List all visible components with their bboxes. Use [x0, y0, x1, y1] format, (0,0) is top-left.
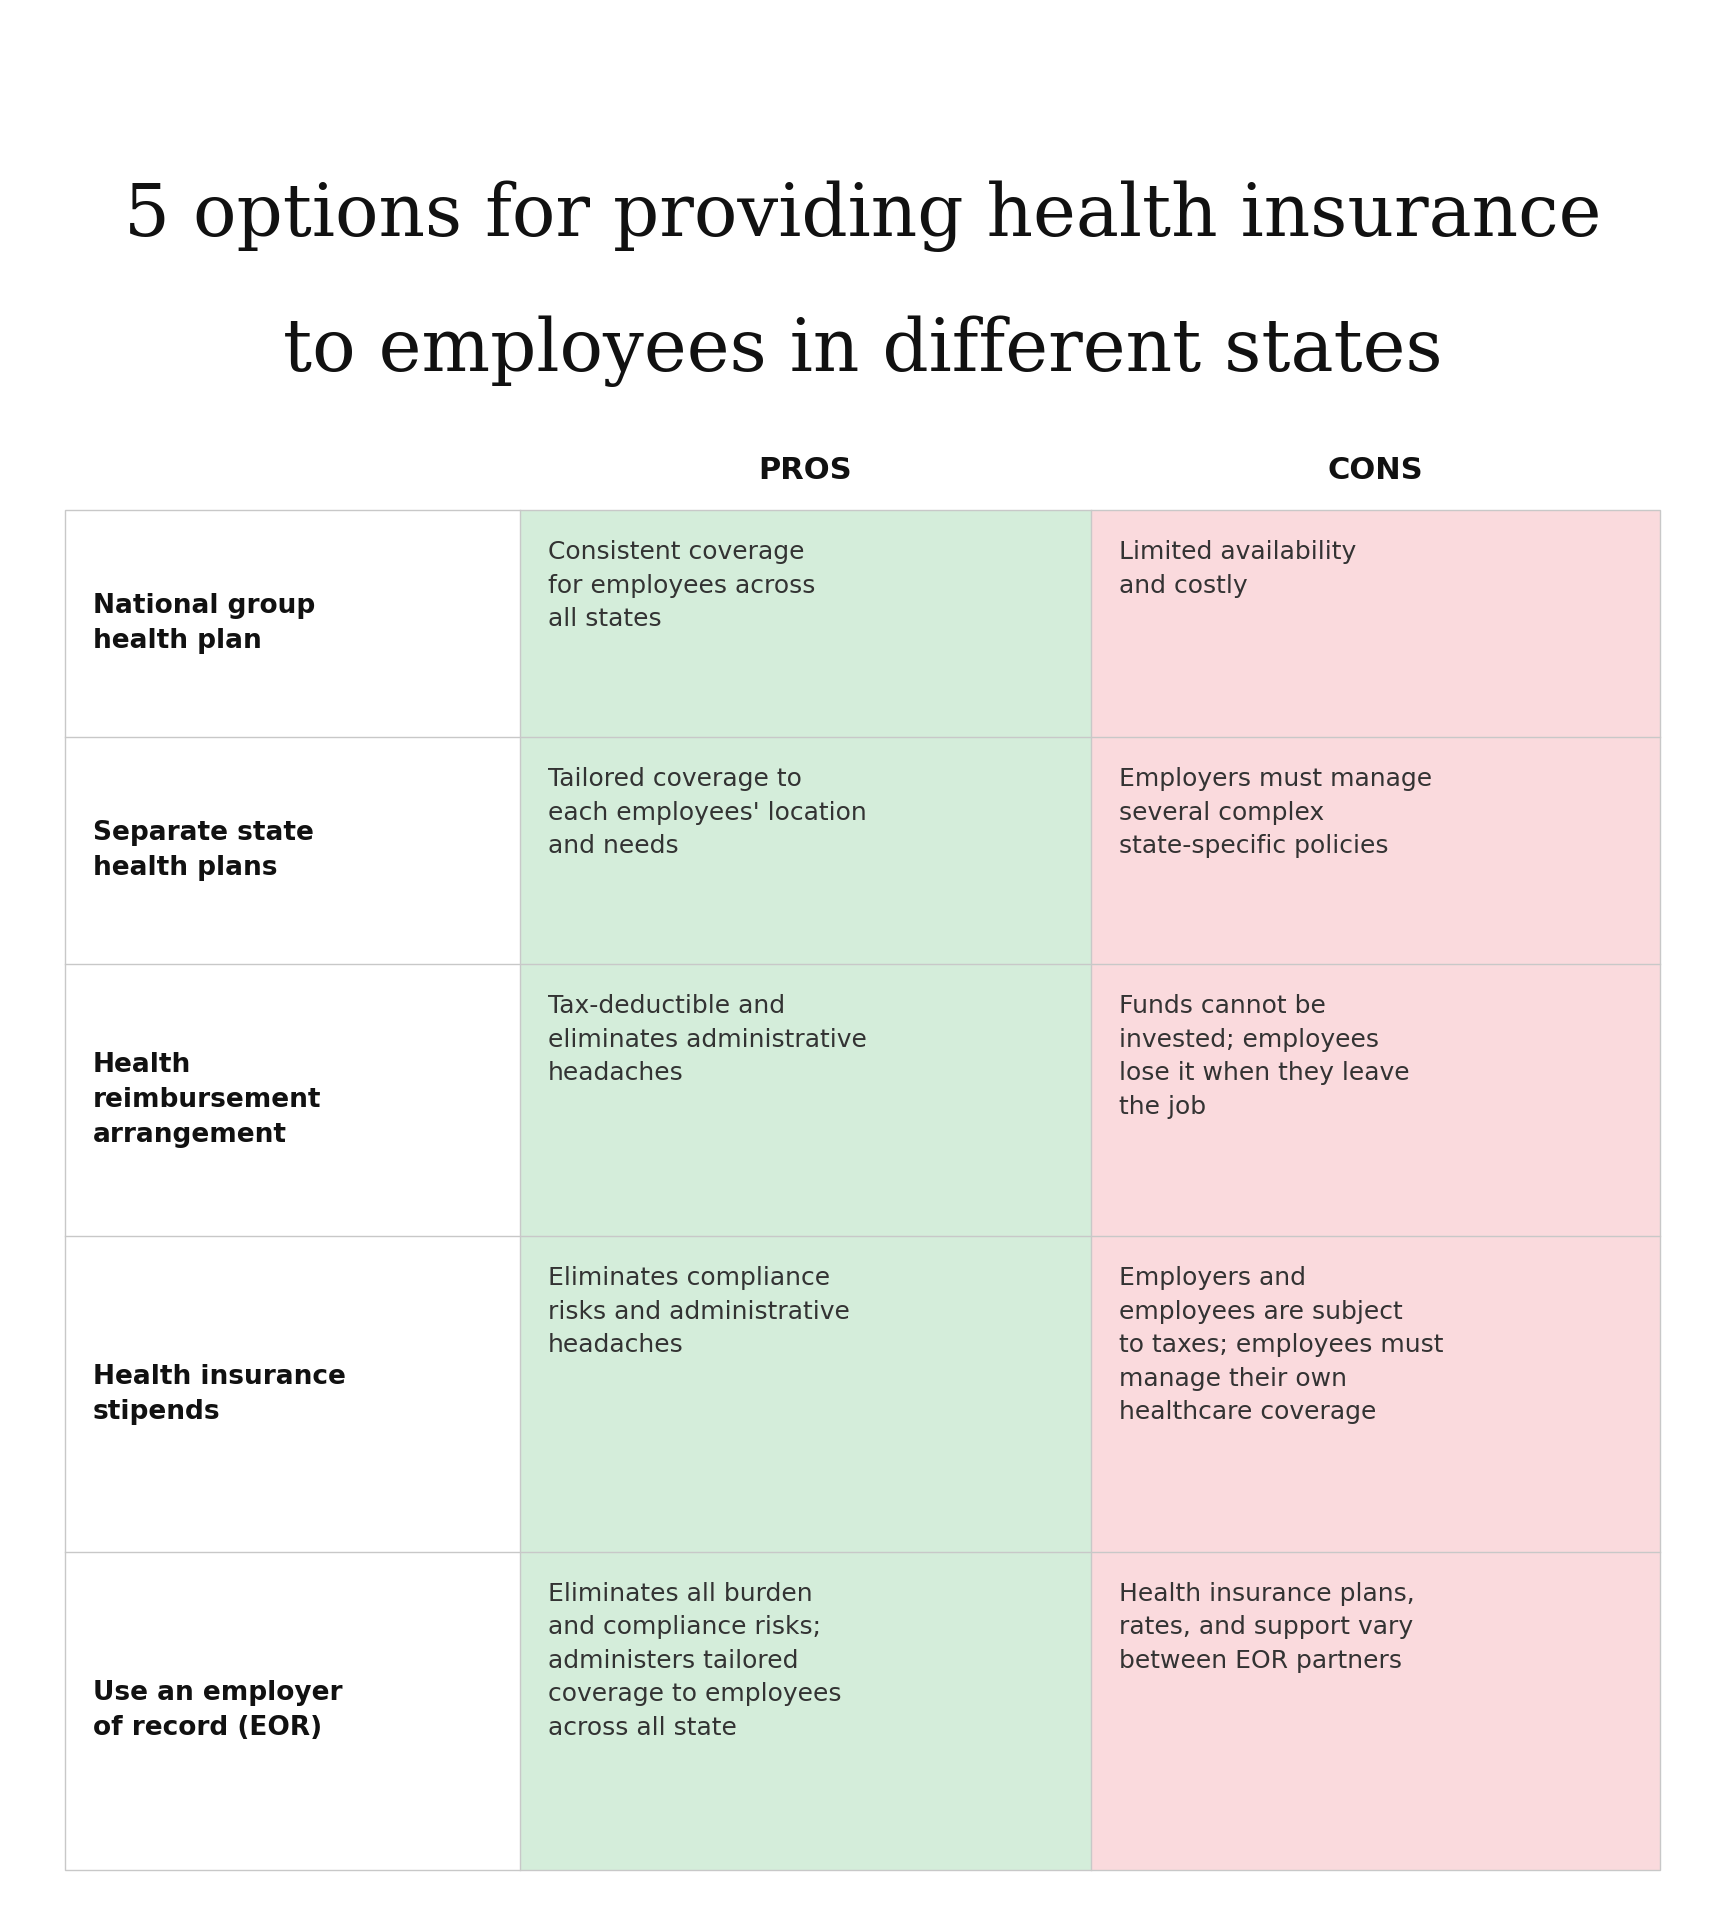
Text: Tailored coverage to
each employees' location
and needs: Tailored coverage to each employees' loc…: [547, 768, 866, 858]
Text: to employees in different states: to employees in different states: [283, 315, 1442, 386]
Text: Separate state
health plans: Separate state health plans: [93, 819, 314, 881]
Text: Eliminates compliance
risks and administrative
headaches: Eliminates compliance risks and administ…: [547, 1266, 849, 1358]
Bar: [519, 1236, 1090, 1551]
Bar: [1090, 965, 1659, 1236]
Bar: [519, 510, 1090, 737]
Bar: [1090, 1551, 1659, 1870]
Text: Use an employer
of record (EOR): Use an employer of record (EOR): [93, 1681, 343, 1742]
Bar: [1090, 737, 1659, 965]
Text: PROS: PROS: [759, 455, 852, 485]
Bar: [66, 510, 1659, 1870]
Text: Health insurance
stipends: Health insurance stipends: [93, 1364, 347, 1425]
Bar: [66, 965, 519, 1236]
Text: Tax-deductible and
eliminates administrative
headaches: Tax-deductible and eliminates administra…: [547, 995, 866, 1085]
Text: Limited availability
and costly: Limited availability and costly: [1118, 541, 1356, 598]
Text: Consistent coverage
for employees across
all states: Consistent coverage for employees across…: [547, 541, 814, 630]
Bar: [519, 1551, 1090, 1870]
Bar: [66, 510, 519, 737]
Text: Health
reimbursement
arrangement: Health reimbursement arrangement: [93, 1052, 321, 1148]
Bar: [519, 737, 1090, 965]
Text: Funds cannot be
invested; employees
lose it when they leave
the job: Funds cannot be invested; employees lose…: [1118, 995, 1409, 1119]
Bar: [1090, 510, 1659, 737]
Bar: [66, 1236, 519, 1551]
Text: 5 options for providing health insurance: 5 options for providing health insurance: [124, 180, 1601, 252]
Text: National group
health plan: National group health plan: [93, 594, 316, 653]
Bar: [66, 737, 519, 965]
Text: Employers must manage
several complex
state-specific policies: Employers must manage several complex st…: [1118, 768, 1432, 858]
Bar: [66, 1551, 519, 1870]
Text: CONS: CONS: [1328, 455, 1423, 485]
Text: Employers and
employees are subject
to taxes; employees must
manage their own
he: Employers and employees are subject to t…: [1118, 1266, 1444, 1425]
Text: Health insurance plans,
rates, and support vary
between EOR partners: Health insurance plans, rates, and suppo…: [1118, 1581, 1414, 1673]
Text: Eliminates all burden
and compliance risks;
administers tailored
coverage to emp: Eliminates all burden and compliance ris…: [547, 1581, 842, 1740]
Bar: [519, 965, 1090, 1236]
Bar: [1090, 1236, 1659, 1551]
